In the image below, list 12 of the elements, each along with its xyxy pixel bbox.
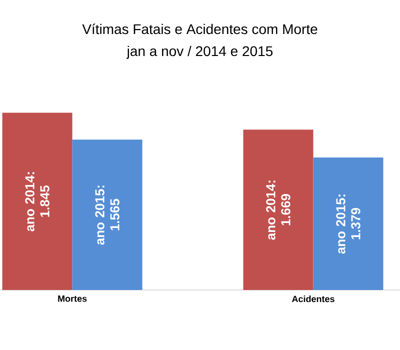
x-tick-label: Mortes	[58, 296, 87, 302]
x-tick-label: Acidentes	[292, 296, 334, 302]
data-label: ano 2015: 1.379	[336, 194, 360, 254]
data-label: ano 2015: 1.565	[95, 186, 120, 245]
bar	[2, 112, 72, 290]
data-label: ano 2014: 1.669	[266, 180, 290, 240]
chart-title: Vítimas Fatais e Acidentes com Morte	[82, 24, 318, 34]
bar	[72, 140, 142, 290]
bar	[313, 157, 384, 290]
chart-subtitle: jan a nov / 2014 e 2015	[126, 46, 273, 59]
bar	[243, 130, 314, 290]
data-label: ano 2014: 1.845	[25, 172, 50, 232]
